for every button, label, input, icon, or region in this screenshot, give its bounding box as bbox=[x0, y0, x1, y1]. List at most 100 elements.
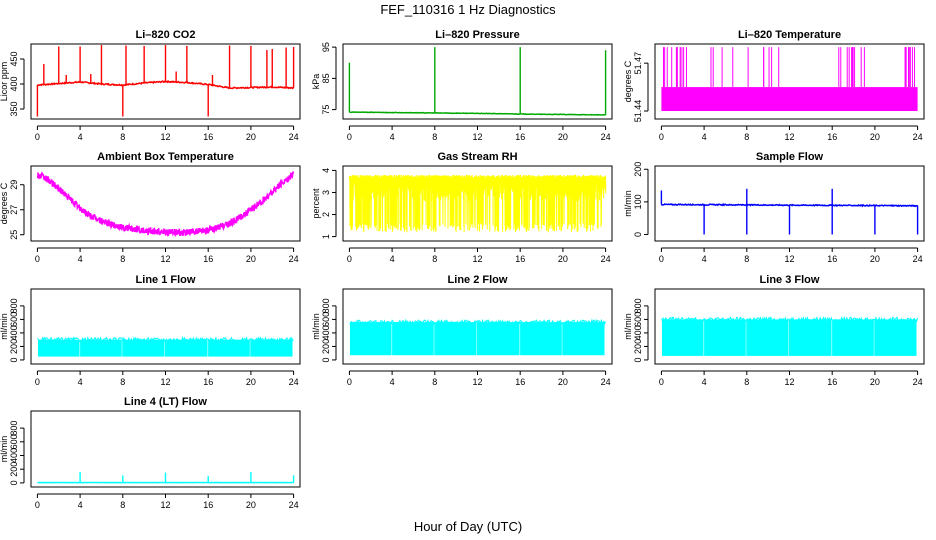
y-tick-label: 29 bbox=[9, 180, 19, 190]
panel-8: Line 2 Flow 0 4 8 12 16 20 24 0 200400600800ml/mi… bbox=[311, 274, 613, 387]
x-tick-label: 12 bbox=[784, 377, 794, 387]
y-tick-label: 2 bbox=[321, 212, 331, 217]
panel-2: Li–820 Pressure 0 4 8 12 16 20 24 75 85 95 kPa bbox=[311, 29, 613, 142]
y-axis-label: ml/min bbox=[0, 436, 9, 463]
x-tick-label: 4 bbox=[78, 500, 83, 510]
x-tick-label: 24 bbox=[601, 254, 611, 264]
x-tick-label: 16 bbox=[827, 132, 837, 142]
x-tick-label: 8 bbox=[432, 132, 437, 142]
x-tick-label: 0 bbox=[35, 377, 40, 387]
y-tick-label: 400 bbox=[9, 448, 19, 463]
y-tick-label: 400 bbox=[321, 325, 331, 340]
flow-band bbox=[832, 319, 874, 356]
x-tick-label: 4 bbox=[702, 254, 707, 264]
y-tick-label: 200 bbox=[321, 339, 331, 354]
x-axis: 0 4 8 12 16 20 24 bbox=[35, 247, 299, 264]
flow-band bbox=[251, 339, 293, 357]
series-9 bbox=[660, 315, 919, 356]
y-tick-label: 400 bbox=[9, 325, 19, 340]
x-tick-label: 20 bbox=[870, 254, 880, 264]
x-tick-label: 4 bbox=[390, 377, 395, 387]
flow-band bbox=[790, 319, 832, 356]
x-tick-label: 12 bbox=[160, 254, 170, 264]
x-tick-label: 24 bbox=[289, 500, 299, 510]
y-tick-label: 27 bbox=[9, 205, 19, 215]
panel-4: Ambient Box Temperature 0 4 8 12 16 20 24 25 27 29… bbox=[0, 151, 301, 264]
x-tick-label: 8 bbox=[120, 132, 125, 142]
y-tick-label: 1 bbox=[321, 234, 331, 239]
x-tick-label: 4 bbox=[78, 377, 83, 387]
x-axis: 0 4 8 12 16 20 24 bbox=[659, 125, 923, 142]
x-tick-label: 20 bbox=[246, 500, 256, 510]
x-tick-label: 12 bbox=[784, 254, 794, 264]
x-axis: 0 4 8 12 16 20 24 bbox=[35, 370, 299, 387]
flow-band bbox=[661, 319, 704, 356]
y-tick-label: 400 bbox=[9, 76, 19, 91]
panel-title: Line 3 Flow bbox=[760, 274, 820, 286]
x-tick-label: 16 bbox=[203, 254, 213, 264]
flow-band bbox=[392, 322, 434, 356]
panel-title: Sample Flow bbox=[756, 151, 824, 163]
x-axis: 0 4 8 12 16 20 24 bbox=[35, 493, 299, 510]
flow-band bbox=[563, 322, 605, 356]
x-tick-label: 24 bbox=[601, 377, 611, 387]
y-axis-label: ml/min bbox=[623, 190, 633, 217]
panel-title: Ambient Box Temperature bbox=[97, 151, 234, 163]
x-axis: 0 4 8 12 16 20 24 bbox=[347, 247, 611, 264]
plot-frame bbox=[30, 288, 301, 365]
x-tick-label: 4 bbox=[390, 254, 395, 264]
y-axis-label: ml/min bbox=[623, 313, 633, 340]
y-tick-label: 600 bbox=[321, 312, 331, 327]
x-tick-label: 0 bbox=[35, 500, 40, 510]
x-tick-label: 16 bbox=[203, 377, 213, 387]
y-tick-label: 600 bbox=[633, 312, 643, 327]
x-tick-label: 12 bbox=[160, 377, 170, 387]
x-tick-label: 8 bbox=[120, 254, 125, 264]
y-axis-label: Licor ppm bbox=[0, 62, 9, 102]
x-tick-label: 16 bbox=[827, 377, 837, 387]
x-tick-label: 4 bbox=[78, 132, 83, 142]
x-tick-label: 20 bbox=[558, 377, 568, 387]
flow-band bbox=[478, 322, 520, 356]
x-tick-label: 0 bbox=[659, 377, 664, 387]
x-tick-label: 16 bbox=[203, 500, 213, 510]
plot-frame bbox=[30, 165, 301, 242]
x-axis: 0 4 8 12 16 20 24 bbox=[659, 247, 923, 264]
y-axis: 25 27 29 bbox=[9, 180, 25, 240]
x-tick-label: 16 bbox=[827, 254, 837, 264]
y-tick-label: 200 bbox=[9, 339, 19, 354]
plot-frame bbox=[342, 165, 613, 242]
x-tick-label: 8 bbox=[120, 377, 125, 387]
y-tick-label: 200 bbox=[633, 162, 643, 177]
series-8 bbox=[349, 318, 607, 356]
y-tick-label: 450 bbox=[9, 51, 19, 66]
x-tick-label: 0 bbox=[347, 254, 352, 264]
y-tick-label: 0 bbox=[9, 480, 19, 485]
flow-band bbox=[435, 322, 477, 356]
series-3 bbox=[661, 47, 918, 112]
figure-xlabel: Hour of Day (UTC) bbox=[414, 519, 522, 534]
x-tick-label: 4 bbox=[702, 377, 707, 387]
y-tick-label: 0 bbox=[9, 357, 19, 362]
figure-title: FEF_110316 1 Hz Diagnostics bbox=[380, 2, 556, 17]
y-tick-label: 0 bbox=[633, 232, 643, 237]
plot-frame bbox=[654, 165, 925, 242]
x-tick-label: 12 bbox=[472, 377, 482, 387]
baseline-trace bbox=[37, 79, 295, 90]
y-tick-label: 51.47 bbox=[633, 52, 643, 75]
y-tick-label: 75 bbox=[321, 105, 331, 115]
plot-frame bbox=[342, 43, 613, 120]
x-tick-label: 0 bbox=[35, 132, 40, 142]
plot-frame bbox=[654, 288, 925, 365]
x-tick-label: 0 bbox=[659, 254, 664, 264]
flow-band bbox=[208, 339, 250, 357]
x-tick-label: 8 bbox=[744, 377, 749, 387]
plot-frame bbox=[30, 43, 301, 120]
x-tick-label: 0 bbox=[35, 254, 40, 264]
x-tick-label: 16 bbox=[515, 254, 525, 264]
panel-7: Line 1 Flow 0 4 8 12 16 20 24 0 200400600800ml/mi… bbox=[0, 274, 301, 387]
x-tick-label: 4 bbox=[78, 254, 83, 264]
y-axis: 350 400 450 bbox=[9, 51, 25, 117]
